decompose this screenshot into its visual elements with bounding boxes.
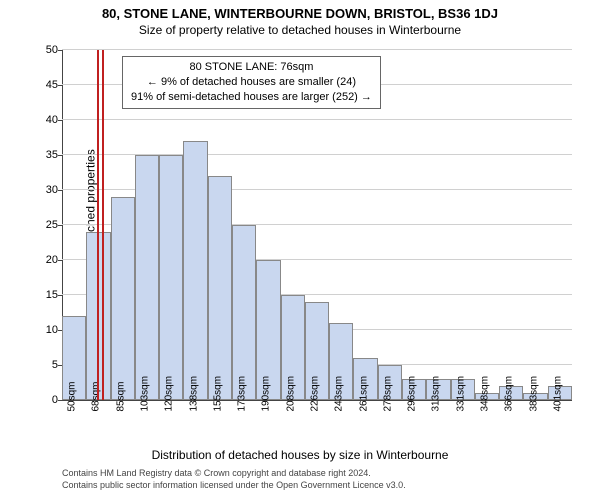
histogram-bar (135, 155, 159, 400)
reference-line (97, 50, 99, 400)
y-tick-mark (58, 190, 62, 191)
y-tick-mark (58, 260, 62, 261)
gridline (62, 49, 572, 50)
y-tick-label: 5 (38, 359, 58, 371)
chart-title-sub: Size of property relative to detached ho… (0, 21, 600, 37)
y-tick-label: 25 (38, 219, 58, 231)
annotation-line: 91% of semi-detached houses are larger (… (131, 90, 372, 105)
plot-area: 80 STONE LANE: 76sqm← 9% of detached hou… (62, 50, 572, 401)
histogram-bar (183, 141, 207, 400)
y-tick-label: 45 (38, 79, 58, 91)
y-tick-label: 0 (38, 394, 58, 406)
histogram-bar (111, 197, 135, 400)
y-tick-mark (58, 330, 62, 331)
y-tick-label: 15 (38, 289, 58, 301)
reference-line (102, 50, 104, 400)
y-tick-label: 10 (38, 324, 58, 336)
y-tick-mark (58, 225, 62, 226)
histogram-bar (208, 176, 232, 400)
y-tick-mark (58, 50, 62, 51)
y-tick-mark (58, 400, 62, 401)
footer-attribution: Contains HM Land Registry data © Crown c… (62, 468, 406, 491)
annotation-line: ← 9% of detached houses are smaller (24) (131, 75, 372, 90)
y-tick-mark (58, 120, 62, 121)
histogram-bar (232, 225, 256, 400)
annotation-line: 80 STONE LANE: 76sqm (131, 60, 372, 75)
y-tick-mark (58, 85, 62, 86)
annotation-box: 80 STONE LANE: 76sqm← 9% of detached hou… (122, 56, 381, 109)
chart-container: 80, STONE LANE, WINTERBOURNE DOWN, BRIST… (0, 0, 600, 500)
x-axis-title: Distribution of detached houses by size … (0, 448, 600, 462)
histogram-bar (159, 155, 183, 400)
gridline (62, 119, 572, 120)
y-tick-mark (58, 365, 62, 366)
y-tick-label: 30 (38, 184, 58, 196)
chart-title-main: 80, STONE LANE, WINTERBOURNE DOWN, BRIST… (0, 0, 600, 21)
footer-line-2: Contains public sector information licen… (62, 480, 406, 492)
y-tick-mark (58, 155, 62, 156)
y-tick-label: 50 (38, 44, 58, 56)
y-tick-label: 35 (38, 149, 58, 161)
y-tick-label: 40 (38, 114, 58, 126)
y-tick-mark (58, 295, 62, 296)
y-tick-label: 20 (38, 254, 58, 266)
footer-line-1: Contains HM Land Registry data © Crown c… (62, 468, 406, 480)
